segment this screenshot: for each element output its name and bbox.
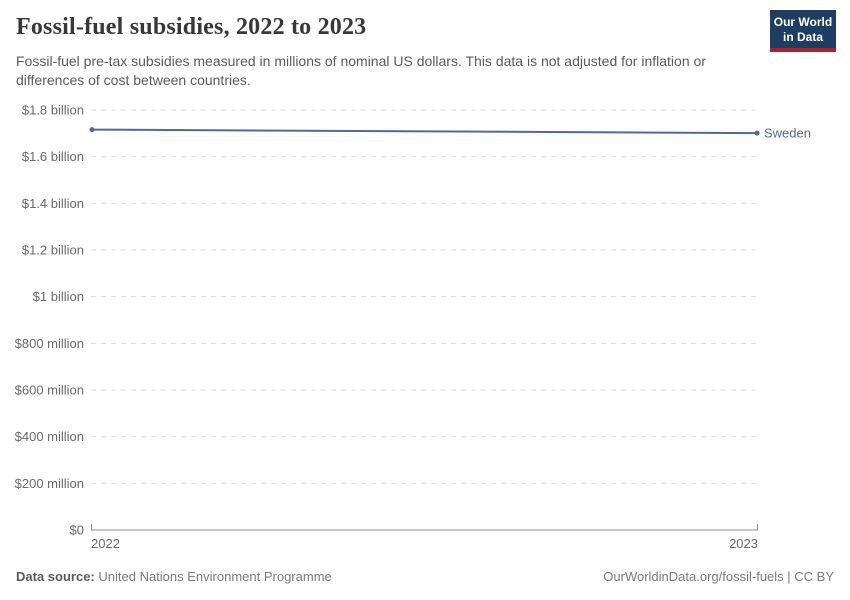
series-start-dot-sweden[interactable] bbox=[89, 127, 95, 133]
x-tick-label: 2022 bbox=[91, 536, 120, 551]
footer-credit-link[interactable]: OurWorldinData.org/fossil-fuels | CC BY bbox=[603, 569, 834, 584]
y-tick-label: $1.2 billion bbox=[22, 243, 84, 258]
series-end-dot-sweden[interactable] bbox=[754, 130, 760, 136]
chart-plot-area: $0 $200 million $400 million $600 million $8… bbox=[0, 95, 850, 560]
datasource-line: Data source: United Nations Environment … bbox=[16, 569, 332, 584]
owid-logo-line1: Our World bbox=[773, 15, 833, 29]
chart-footer: Data source: United Nations Environment … bbox=[16, 569, 834, 584]
chart-subtitle: Fossil-fuel pre-tax subsidies measured i… bbox=[16, 53, 706, 88]
series-label-sweden[interactable]: Sweden bbox=[764, 126, 811, 141]
y-tick-label: $1.8 billion bbox=[22, 103, 84, 118]
owid-logo[interactable]: Our World in Data bbox=[770, 10, 836, 52]
y-tick-label: $1.6 billion bbox=[22, 149, 84, 164]
y-tick-label: $800 million bbox=[15, 336, 84, 351]
y-tick-label: $600 million bbox=[15, 383, 84, 398]
y-tick-label: $1.4 billion bbox=[22, 196, 84, 211]
y-tick-label: $1 billion bbox=[33, 289, 84, 304]
series-line-sweden[interactable] bbox=[91, 128, 758, 135]
datasource-label: Data source: bbox=[16, 569, 95, 584]
y-tick-label: $0 bbox=[70, 523, 84, 538]
owid-logo-line2: in Data bbox=[782, 29, 823, 44]
datasource-value: United Nations Environment Programme bbox=[98, 569, 332, 584]
y-tick-label: $200 million bbox=[15, 476, 84, 491]
line-chart-canvas[interactable]: $0 $200 million $400 million $600 million $8… bbox=[0, 95, 850, 560]
chart-title: Fossil-fuel subsidies, 2022 to 2023 bbox=[16, 14, 367, 40]
x-tick-label: 2023 bbox=[729, 536, 758, 551]
y-tick-label: $400 million bbox=[15, 429, 84, 444]
